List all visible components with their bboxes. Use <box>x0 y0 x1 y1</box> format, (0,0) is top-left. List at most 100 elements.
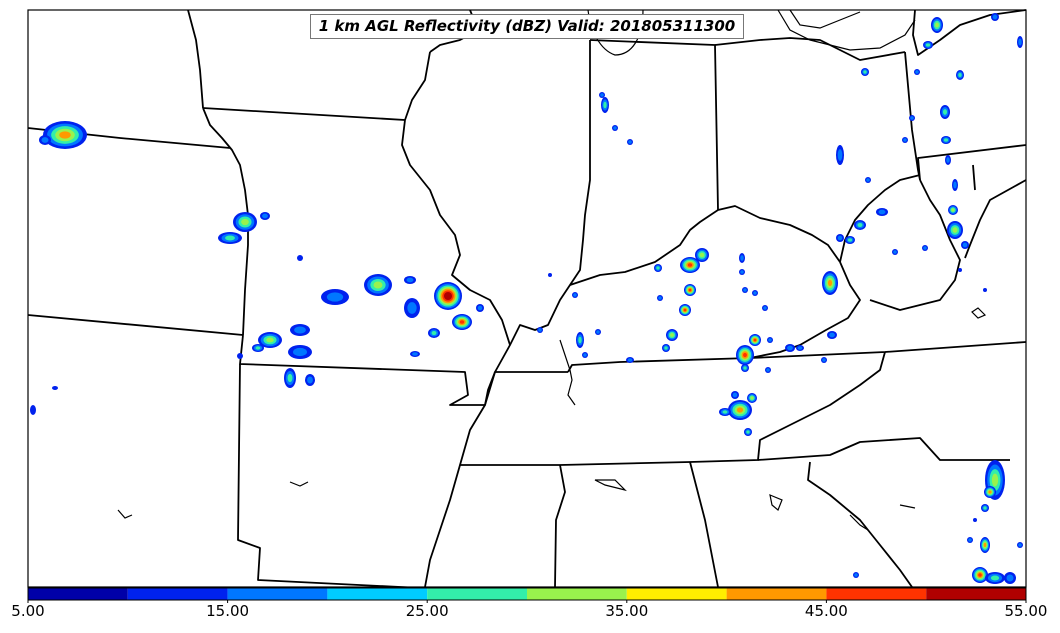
echo-contour <box>968 538 972 542</box>
echo-contour <box>942 109 948 115</box>
echo-contour <box>307 376 313 384</box>
echo-contour <box>373 281 383 289</box>
echo-contour <box>763 306 767 310</box>
echo-contour <box>1006 574 1014 582</box>
echo-contour <box>925 43 931 47</box>
echo-contour <box>743 288 747 292</box>
echo-contour <box>903 138 907 142</box>
echo-contour <box>670 333 674 337</box>
echo-contour <box>732 392 738 398</box>
echo-contour <box>953 181 957 189</box>
echo-contour <box>613 126 617 130</box>
echo-contour <box>743 352 747 358</box>
echo-contour <box>596 330 600 334</box>
echo-contour <box>722 410 728 414</box>
echo-contour <box>991 473 999 487</box>
echo-contour <box>736 407 744 413</box>
echo-contour <box>910 116 914 120</box>
echo-contour <box>750 396 754 400</box>
colorbar-bin <box>227 588 328 600</box>
echo-contour <box>459 320 465 324</box>
colorbar-tick-label: 35.00 <box>605 602 649 620</box>
echo-contour <box>237 353 243 359</box>
echo-contour <box>266 337 274 343</box>
echo-contour <box>1018 543 1022 547</box>
colorbar-tick-label: 15.00 <box>206 602 250 620</box>
echo-contour <box>983 288 987 292</box>
echo-contour <box>866 178 870 182</box>
echo-contour <box>255 346 261 350</box>
echo-contour <box>740 270 744 274</box>
echo-contour <box>41 137 49 143</box>
colorbar-bin <box>726 588 827 600</box>
echo-contour <box>664 346 668 350</box>
echo-contour <box>863 70 867 74</box>
colorbar-tick-label: 45.00 <box>804 602 848 620</box>
echo-contour <box>943 138 949 142</box>
echo-contour <box>743 366 747 370</box>
echo-contour <box>951 208 955 212</box>
map-frame <box>27 9 1027 588</box>
echo-contour <box>600 93 604 97</box>
echo-contour <box>935 22 939 28</box>
echo-contour <box>683 308 687 312</box>
map-panel <box>27 9 1027 589</box>
echo-contour <box>992 14 998 20</box>
echo-contour <box>326 292 344 302</box>
echo-contour <box>431 330 437 336</box>
echo-contour <box>583 353 587 357</box>
echo-contour <box>753 338 757 342</box>
coastline <box>117 9 987 531</box>
colorbar-tick-label: 5.00 <box>11 602 45 620</box>
echo-contour <box>978 573 982 577</box>
echo-contour <box>952 227 958 233</box>
echo-contour <box>740 255 744 261</box>
echo-contour <box>59 131 71 139</box>
echo-contour <box>603 101 607 109</box>
echo-contour <box>990 575 1000 581</box>
echo-contour <box>477 305 483 311</box>
echo-contour <box>688 288 692 292</box>
echo-contour <box>687 263 693 267</box>
reflectivity-echoes <box>30 13 1023 584</box>
echo-contour <box>627 358 633 362</box>
echo-contour <box>578 336 582 344</box>
echo-contour <box>958 72 962 78</box>
colorbar-bin <box>626 588 727 600</box>
echo-contour <box>893 250 897 254</box>
colorbar-bin <box>926 588 1026 600</box>
colorbar-bin <box>127 588 228 600</box>
echo-contour <box>1018 38 1022 46</box>
echo-contour <box>445 293 451 299</box>
echo-contour <box>827 279 833 287</box>
echo-contour <box>538 328 542 332</box>
echo-contour <box>297 255 303 261</box>
echo-contour <box>958 268 962 272</box>
echo-contour <box>988 490 992 494</box>
state-boundaries <box>27 9 1027 589</box>
echo-contour <box>973 518 977 522</box>
echo-contour <box>548 273 552 277</box>
colorbar-bin <box>427 588 527 600</box>
echo-contour <box>406 277 414 283</box>
colorbar-tick-label: 25.00 <box>405 602 449 620</box>
echo-contour <box>915 70 919 74</box>
echo-contour <box>829 332 835 338</box>
colorbar-bin <box>28 588 128 600</box>
echo-contour <box>837 149 843 161</box>
echo-contour <box>294 326 306 334</box>
echo-contour <box>658 296 662 300</box>
colorbar-frame <box>27 587 1027 601</box>
echo-contour <box>412 352 418 356</box>
echo-contour <box>768 338 772 342</box>
map-title: 1 km AGL Reflectivity (dBZ) Valid: 20180… <box>310 14 744 39</box>
echo-contour <box>854 573 858 577</box>
echo-contour <box>983 506 987 510</box>
echo-contour <box>837 235 843 241</box>
echo-contour <box>962 242 968 248</box>
echo-contour <box>847 238 853 242</box>
colorbar-bin <box>826 588 927 600</box>
colorbar <box>27 587 1027 603</box>
echo-contour <box>946 157 950 163</box>
